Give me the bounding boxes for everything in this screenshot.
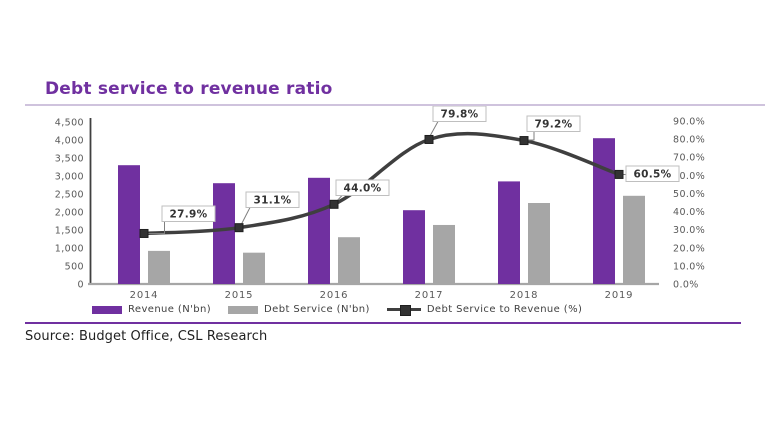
data-label-leader <box>429 121 439 137</box>
legend-label-revenue: Revenue (N'bn) <box>128 304 212 315</box>
y-axis-left-tick-label: 500 <box>65 262 84 273</box>
data-label-box <box>335 179 390 196</box>
revenue-bar <box>213 183 235 284</box>
chart-title: Debt service to revenue ratio <box>45 79 333 99</box>
y-axis-right-tick-label: 40.0% <box>673 207 705 218</box>
y-axis-right-tick-label: 80.0% <box>673 135 705 146</box>
data-label-box <box>526 115 581 132</box>
title-divider <box>25 104 765 106</box>
legend-item-revenue: Revenue (N'bn) <box>92 304 211 315</box>
debt-service-swatch <box>228 305 259 314</box>
ratio-marker <box>234 223 244 233</box>
revenue-bar <box>498 181 520 284</box>
ratio-line-swatch <box>386 305 421 316</box>
y-axis-right-tick-label: 60.0% <box>673 171 705 182</box>
y-axis-left-tick-label: 4,000 <box>55 136 84 147</box>
revenue-bar <box>308 177 330 284</box>
ratio-line-swatch-marker <box>399 305 411 316</box>
legend-label-ratio: Debt Service to Revenue (%) <box>426 304 583 315</box>
debt-service-bar <box>338 237 360 284</box>
y-axis-left-tick-label: 1,000 <box>55 244 84 255</box>
revenue-swatch <box>92 305 122 314</box>
data-label-box <box>432 105 487 122</box>
debt-service-bar <box>623 195 645 284</box>
ratio-data-label: 79.8% <box>441 109 479 121</box>
y-axis-right-tick-label: 90.0% <box>673 117 705 128</box>
revenue-bar <box>118 165 140 284</box>
ratio-data-label: 31.1% <box>254 195 292 207</box>
x-axis-tick-label: 2015 <box>225 290 254 301</box>
data-label-box <box>625 165 680 182</box>
y-axis-right-tick-label: 0.0% <box>673 280 699 291</box>
data-label-box <box>245 191 300 208</box>
x-axis-tick-label: 2014 <box>130 290 159 301</box>
debt-service-bar <box>148 250 170 284</box>
chart-legend: Revenue (N'bn) Debt Service (N'bn) Debt … <box>92 304 583 316</box>
x-axis-tick-label: 2017 <box>415 290 444 301</box>
y-axis-right-tick-label: 20.0% <box>673 243 705 254</box>
legend-item-debt-service: Debt Service (N'bn) <box>228 304 370 315</box>
y-axis-left-tick-label: 1,500 <box>55 226 84 237</box>
y-axis-left-tick-label: 2,000 <box>55 208 84 219</box>
y-axis-right-tick-label: 50.0% <box>673 189 705 200</box>
y-axis-left-tick-label: 3,000 <box>55 172 84 183</box>
x-axis-tick-label: 2019 <box>605 290 634 301</box>
ratio-data-label: 60.5% <box>634 169 672 181</box>
ratio-marker <box>519 136 529 146</box>
x-axis-tick-label: 2016 <box>320 290 349 301</box>
ratio-line <box>142 131 621 236</box>
y-axis-left-tick-label: 0 <box>78 280 84 291</box>
data-label-box <box>161 205 216 222</box>
debt-service-bar <box>433 224 455 284</box>
ratio-marker <box>329 199 339 209</box>
debt-service-bar <box>243 252 265 284</box>
ratio-marker <box>614 169 624 179</box>
legend-label-debt-service: Debt Service (N'bn) <box>264 304 370 315</box>
y-axis-right-tick-label: 70.0% <box>673 153 705 164</box>
legend-item-ratio: Debt Service to Revenue (%) <box>386 304 583 316</box>
revenue-bar <box>593 138 615 284</box>
footer-divider <box>25 322 741 324</box>
x-axis-tick-label: 2018 <box>510 290 539 301</box>
source-note: Source: Budget Office, CSL Research <box>25 329 268 344</box>
debt-service-bar <box>528 203 550 284</box>
ratio-data-label: 44.0% <box>344 183 382 195</box>
data-label-leader <box>240 207 251 226</box>
data-label-leader <box>146 221 165 234</box>
y-axis-left-tick-label: 3,500 <box>55 154 84 165</box>
y-axis-right-tick-label: 10.0% <box>673 261 705 272</box>
ratio-data-label: 79.2% <box>535 119 573 131</box>
ratio-marker <box>139 228 149 238</box>
ratio-marker <box>424 134 434 144</box>
ratio-data-label: 27.9% <box>170 209 208 221</box>
y-axis-left-tick-label: 2,500 <box>55 190 84 201</box>
y-axis-right-tick-label: 30.0% <box>673 225 705 236</box>
y-axis-left-tick-label: 4,500 <box>55 118 84 129</box>
revenue-bar <box>403 210 425 284</box>
